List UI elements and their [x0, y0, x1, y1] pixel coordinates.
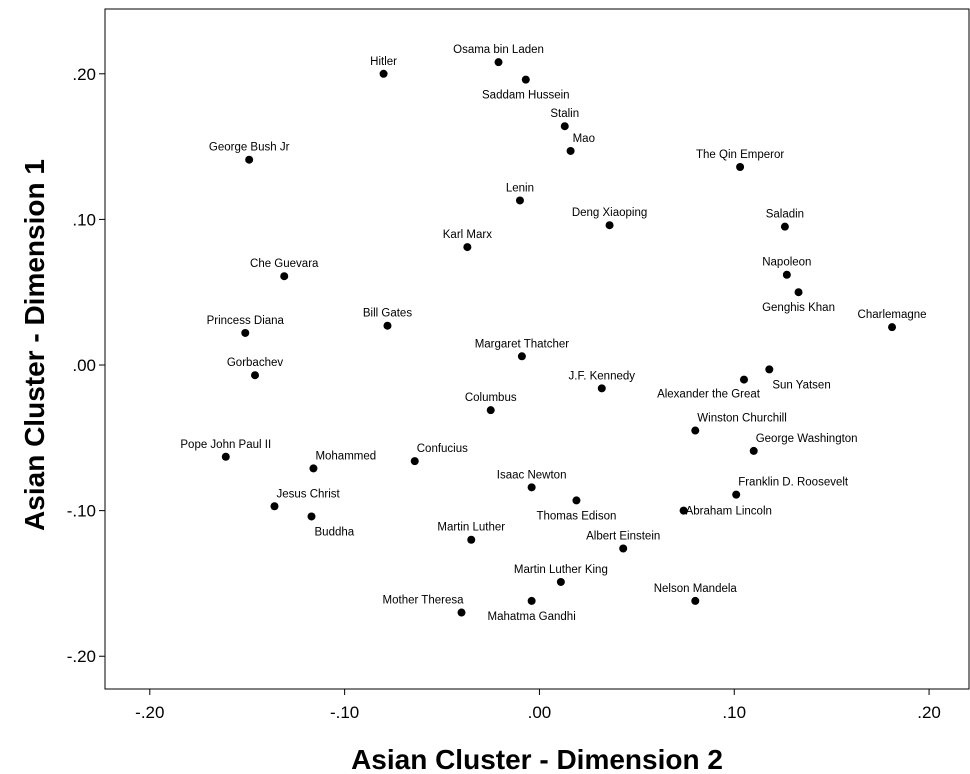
y-tick-label: -.20 [67, 647, 96, 666]
x-tick-label: .00 [528, 703, 552, 722]
data-point-label: Margaret Thatcher [475, 338, 570, 350]
x-axis-title: Asian Cluster - Dimension 2 [351, 744, 723, 774]
data-point-label: Martin Luther King [514, 564, 608, 576]
data-point-label: Genghis Khan [762, 302, 835, 314]
data-point [517, 352, 526, 361]
data-point-label: J.F. Kennedy [569, 370, 636, 382]
data-point-label: Hitler [370, 56, 397, 68]
data-point-label: Pope John Paul II [180, 439, 271, 451]
data-point-label: Saddam Hussein [482, 90, 570, 102]
data-point [379, 69, 388, 78]
data-point [527, 596, 536, 605]
data-point-label: Mother Theresa [383, 595, 465, 607]
data-point [467, 535, 476, 544]
data-point [765, 365, 774, 374]
data-point-label: Osama bin Laden [453, 44, 544, 56]
data-point [560, 122, 569, 131]
data-point [691, 596, 700, 605]
y-tick-label: -.10 [67, 502, 96, 521]
data-point-label: Charlemagne [858, 309, 927, 321]
data-point [270, 502, 279, 511]
data-point [309, 464, 318, 473]
data-point [221, 452, 230, 461]
data-point-label: Confucius [417, 443, 468, 455]
data-point [241, 328, 250, 337]
data-points: Hitler Osama bin Laden Saddam Hussein Stali… [180, 44, 926, 623]
data-point-label: The Qin Emperor [696, 149, 784, 161]
data-point [572, 496, 581, 505]
data-point [521, 75, 530, 84]
data-point [527, 483, 536, 492]
data-point [691, 426, 700, 435]
data-point-label: Sun Yatsen [772, 379, 830, 391]
data-point [597, 384, 606, 393]
x-tick-label: -.20 [135, 703, 164, 722]
data-point-label: Isaac Newton [497, 469, 567, 481]
data-point [794, 288, 803, 297]
data-point-label: George Washington [756, 433, 858, 445]
y-axis-ticks: -.20 -.10 .00 .10 .20 [67, 65, 105, 666]
y-tick-label: .20 [72, 65, 96, 84]
data-point-label: Abraham Lincoln [686, 506, 772, 518]
data-point-label: Napoleon [762, 257, 811, 269]
data-point [732, 490, 741, 499]
data-point [494, 58, 503, 67]
x-axis-ticks: -.20 -.10 .00 .10 .20 [135, 689, 941, 722]
data-point [780, 222, 789, 231]
y-axis-title: Asian Cluster - Dimension 1 [19, 159, 50, 531]
y-tick-label: .00 [72, 356, 96, 375]
data-point [463, 243, 472, 252]
data-point-label: Thomas Edison [536, 510, 616, 522]
data-point [556, 577, 565, 586]
data-point [383, 321, 392, 330]
data-point [739, 375, 748, 384]
data-point-label: Buddha [315, 526, 355, 538]
data-point-label: Winston Churchill [697, 413, 786, 425]
data-point-label: Princess Diana [207, 315, 285, 327]
data-point-label: Mao [573, 133, 595, 145]
data-point-label: Franklin D. Roosevelt [738, 477, 849, 489]
data-point [679, 506, 688, 515]
data-point-label: Bill Gates [363, 308, 412, 320]
data-point-label: Columbus [465, 392, 517, 404]
data-point-label: Albert Einstein [586, 530, 660, 542]
data-point [736, 162, 745, 171]
y-tick-label: .10 [72, 210, 96, 229]
x-tick-label: .10 [722, 703, 746, 722]
x-tick-label: .20 [917, 703, 941, 722]
data-point-label: Che Guevara [250, 258, 319, 270]
data-point [605, 221, 614, 230]
data-point [888, 323, 897, 332]
data-point [749, 446, 758, 455]
data-point-label: Gorbachev [227, 357, 284, 369]
data-point-label: Nelson Mandela [654, 583, 738, 595]
data-point [782, 270, 791, 279]
data-point [410, 457, 419, 466]
data-point [245, 155, 254, 164]
data-point-label: Martin Luther [437, 522, 505, 534]
data-point [566, 146, 575, 155]
data-point-label: Stalin [550, 108, 579, 120]
data-point [486, 406, 495, 415]
data-point [280, 272, 289, 281]
plot-frame [104, 8, 970, 690]
data-point [307, 512, 316, 521]
data-point-label: Mohammed [315, 450, 376, 462]
data-point-label: Lenin [506, 182, 534, 194]
data-point-label: Jesus Christ [276, 488, 340, 500]
data-point-label: Karl Marx [443, 229, 492, 241]
x-tick-label: -.10 [330, 703, 359, 722]
data-point [457, 608, 466, 617]
data-point [515, 196, 524, 205]
data-point [619, 544, 628, 553]
data-point-label: Alexander the Great [657, 389, 761, 401]
data-point [251, 371, 260, 380]
data-point-label: Deng Xiaoping [572, 207, 647, 219]
data-point-label: Saladin [766, 209, 804, 221]
data-point-label: Mahatma Gandhi [488, 611, 576, 623]
data-point-label: George Bush Jr [209, 142, 290, 154]
